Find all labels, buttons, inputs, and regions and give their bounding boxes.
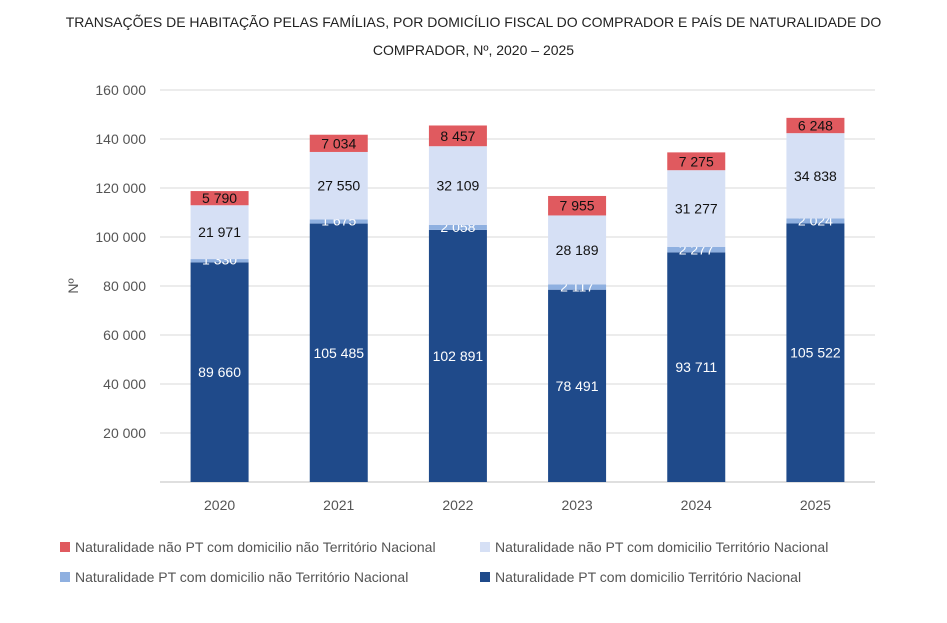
- data-label: 21 971: [198, 224, 241, 240]
- bar-segment: [309, 219, 368, 224]
- bar-segment: [667, 170, 726, 247]
- x-tick-label: 2020: [204, 497, 235, 513]
- data-label: 32 109: [437, 178, 480, 194]
- bar-segment: [667, 246, 726, 253]
- x-tick-label: 2021: [323, 497, 354, 513]
- bar-segment: [190, 259, 249, 263]
- chart-title-line2: COMPRADOR, Nº, 2020 – 2025: [372, 42, 575, 58]
- legend-label: Naturalidade PT com domicilio Território…: [495, 569, 802, 585]
- data-label: 89 660: [198, 364, 241, 380]
- bar-segment: [309, 151, 368, 220]
- bar-segment: [548, 284, 607, 290]
- data-label: 28 189: [556, 242, 599, 258]
- data-label: 8 457: [440, 128, 475, 144]
- data-label: 7 955: [560, 198, 595, 214]
- bar-segment: [786, 117, 845, 134]
- y-tick-label: 160 000: [95, 82, 146, 98]
- bar-segment: [190, 191, 249, 206]
- legend-item-0: Naturalidade PT com domicilio Território…: [480, 569, 801, 585]
- bar-segment: [548, 215, 607, 285]
- legend-item-2: Naturalidade não PT com domicilio Territ…: [480, 539, 828, 555]
- data-label: 6 248: [798, 118, 833, 134]
- bar-segment: [548, 289, 607, 482]
- data-label: 102 891: [433, 348, 484, 364]
- y-tick-label: 100 000: [95, 229, 146, 245]
- data-label: 7 034: [321, 135, 356, 151]
- bar-segment: [786, 223, 845, 482]
- bar-segment: [309, 223, 368, 482]
- bar-segment: [667, 152, 726, 171]
- legend-swatch: [60, 542, 70, 552]
- data-label: 31 277: [675, 201, 718, 217]
- bar-segment: [309, 134, 368, 152]
- y-tick-label: 80 000: [103, 278, 146, 294]
- data-label: 5 790: [202, 190, 237, 206]
- x-tick-label: 2022: [442, 497, 473, 513]
- legend-item-3: Naturalidade não PT com domicilio não Te…: [60, 539, 436, 555]
- y-tick-label: 60 000: [103, 327, 146, 343]
- bar-segment: [428, 224, 487, 230]
- bar-segment: [428, 125, 487, 147]
- data-label: 7 275: [679, 153, 714, 169]
- bar-segment: [548, 195, 607, 216]
- bar-segment: [428, 229, 487, 482]
- y-tick-label: 120 000: [95, 180, 146, 196]
- chart-title-line1: TRANSAÇÕES DE HABITAÇÃO PELAS FAMÍLIAS, …: [65, 14, 882, 30]
- bar-segment: [786, 218, 845, 224]
- legend-swatch: [480, 572, 490, 582]
- x-tick-label: 2023: [562, 497, 593, 513]
- data-label: 105 485: [313, 345, 364, 361]
- y-axis-label: Nº: [65, 278, 81, 293]
- data-label: 93 711: [675, 359, 717, 375]
- y-tick-label: 40 000: [103, 376, 146, 392]
- legend-item-1: Naturalidade PT com domicilio não Territ…: [60, 569, 408, 585]
- legend-label: Naturalidade não PT com domicilio não Te…: [75, 539, 436, 555]
- data-label: 27 550: [317, 178, 360, 194]
- data-label: 78 491: [556, 378, 599, 394]
- bar-segment: [667, 252, 726, 482]
- x-tick-label: 2024: [681, 497, 712, 513]
- legend-label: Naturalidade não PT com domicilio Territ…: [495, 539, 829, 555]
- bar-segment: [190, 262, 249, 482]
- x-tick-label: 2025: [800, 497, 831, 513]
- bar-segment: [190, 205, 249, 260]
- data-label: 105 522: [790, 345, 841, 361]
- legend-swatch: [60, 572, 70, 582]
- legend-swatch: [480, 542, 490, 552]
- bar-segment: [786, 133, 845, 219]
- data-label: 34 838: [794, 168, 837, 184]
- bar-segment: [428, 146, 487, 225]
- y-tick-label: 140 000: [95, 131, 146, 147]
- legend-label: Naturalidade PT com domicilio não Territ…: [75, 569, 409, 585]
- y-tick-label: 20 000: [103, 425, 146, 441]
